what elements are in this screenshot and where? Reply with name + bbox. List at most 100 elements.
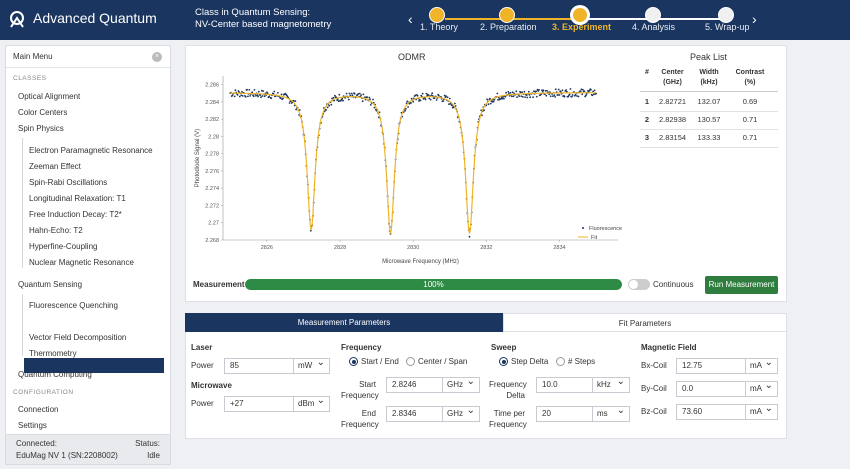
step-experiment[interactable]: 3. Experiment — [552, 22, 612, 32]
frequency-delta-input[interactable]: 10.0 — [536, 377, 593, 393]
bx-coil-unit[interactable]: mA — [745, 356, 778, 374]
data-point — [337, 100, 340, 103]
sidebar-item-optical[interactable]: Optical Alignment — [18, 92, 81, 101]
step-delta-radio[interactable] — [499, 357, 508, 366]
data-point — [468, 235, 471, 238]
step-experiment-icon[interactable] — [572, 7, 588, 23]
bz-coil-label: Bz-Coil — [641, 407, 667, 416]
data-point — [565, 90, 568, 93]
data-point — [557, 88, 560, 91]
x-axis-label: Microwave Frequency (MHz) — [382, 259, 459, 265]
laser-unit-select[interactable]: mW — [293, 356, 330, 374]
prev-step-icon[interactable]: ‹ — [408, 11, 413, 27]
start-frequency-input[interactable]: 2.8246 — [386, 377, 443, 393]
data-point — [368, 96, 371, 99]
start-end-label: Start / End — [361, 357, 399, 366]
microwave-power-input[interactable]: +27 — [224, 396, 294, 412]
data-point — [282, 97, 284, 100]
data-point — [486, 98, 488, 101]
sidebar-item-hyperfine[interactable]: Hyperfine-Coupling — [29, 242, 98, 251]
sidebar-item-epr[interactable]: Electron Paramagnetic Resonance — [29, 146, 153, 155]
sidebar-item-connection[interactable]: Connection — [18, 405, 59, 414]
data-point — [362, 93, 365, 96]
step-preparation-icon[interactable] — [499, 7, 515, 23]
data-point — [522, 96, 524, 98]
tab-measurement-parameters[interactable]: Measurement Parameters — [185, 313, 503, 332]
step-analysis-icon[interactable] — [645, 7, 661, 23]
sidebar-item-fid[interactable]: Free Induction Decay: T2* — [29, 210, 122, 219]
sidebar-item-thermometry[interactable]: Thermometry — [29, 349, 77, 358]
frequency-delta-unit[interactable]: kHz — [592, 375, 630, 393]
sidebar-item-vector[interactable]: Vector Field Decomposition — [29, 333, 127, 342]
y-axis-label: Photodiode Signal (V) — [195, 129, 201, 187]
data-point — [511, 95, 513, 98]
end-frequency-unit[interactable]: GHz — [442, 404, 480, 422]
data-point — [542, 89, 545, 92]
close-icon[interactable]: × — [152, 52, 162, 62]
sidebar-item-zeeman[interactable]: Zeeman Effect — [29, 162, 81, 171]
sidebar-item-odmr[interactable]: ODMR Magnetometry — [29, 317, 107, 326]
start-frequency-unit[interactable]: GHz — [442, 375, 480, 393]
end-frequency-label: End Frequency — [341, 409, 379, 429]
data-point — [535, 95, 538, 98]
sidebar-item-spin-physics[interactable]: Spin Physics — [18, 124, 64, 133]
sweep-title: Sweep — [491, 343, 517, 352]
by-coil-input[interactable]: 0.0 — [676, 381, 746, 397]
data-point — [358, 92, 361, 95]
data-point — [553, 94, 556, 96]
step-wrapup[interactable]: 5. Wrap-up — [705, 22, 750, 32]
data-point — [424, 98, 427, 101]
time-per-frequency-unit[interactable]: ms — [592, 404, 630, 422]
data-point — [511, 91, 514, 94]
tab-fit-parameters[interactable]: Fit Parameters — [503, 313, 787, 332]
sidebar-item-nmr[interactable]: Nuclear Magnetic Resonance — [29, 258, 134, 267]
sidebar-item-rabi[interactable]: Spin-Rabi Oscillations — [29, 178, 108, 187]
laser-power-input[interactable]: 85 — [224, 358, 294, 374]
peak-table-cell: 0.71 — [742, 115, 758, 124]
step-theory[interactable]: 1. Theory — [420, 22, 458, 32]
data-point — [527, 90, 530, 93]
sidebar-item-quantum-computing[interactable]: Quantum Computing — [18, 370, 92, 379]
microwave-unit-select[interactable]: dBm — [293, 394, 330, 412]
bz-coil-unit[interactable]: mA — [745, 402, 778, 420]
bz-coil-input[interactable]: 73.60 — [676, 404, 746, 420]
sidebar-item-hahn[interactable]: Hahn-Echo: T2 — [29, 226, 83, 235]
sidebar-item-color-centers[interactable]: Color Centers — [18, 108, 68, 117]
data-point — [238, 95, 241, 98]
data-point — [523, 90, 526, 93]
sidebar-header: Main Menu × — [6, 46, 170, 68]
run-measurement-button[interactable]: Run Measurement — [705, 276, 778, 294]
center-span-radio[interactable] — [406, 357, 415, 366]
bx-coil-input[interactable]: 12.75 — [676, 358, 746, 374]
start-end-radio[interactable] — [349, 357, 358, 366]
sidebar-item-quenching[interactable]: Fluorescence Quenching — [29, 301, 118, 310]
peak-table-cell: 132.07 — [697, 97, 721, 106]
by-coil-unit[interactable]: mA — [745, 379, 778, 397]
time-per-frequency-input[interactable]: 20 — [536, 406, 593, 422]
data-point — [593, 89, 596, 92]
continuous-label: Continuous — [653, 280, 694, 289]
data-point — [446, 96, 449, 99]
sidebar-item-t1[interactable]: Longitudinal Relaxation: T1 — [29, 194, 126, 203]
data-point — [581, 93, 584, 96]
continuous-toggle[interactable] — [628, 279, 650, 290]
sidebar-item-quantum-sensing[interactable]: Quantum Sensing — [18, 280, 83, 289]
chart-title: ODMR — [398, 52, 426, 62]
data-point — [241, 95, 244, 97]
num-steps-radio[interactable] — [556, 357, 565, 366]
step-wrapup-icon[interactable] — [718, 7, 734, 23]
data-point — [519, 91, 522, 94]
data-point — [448, 97, 451, 100]
data-point — [326, 106, 329, 109]
y-tick-label: 2.278 — [205, 152, 219, 158]
next-step-icon[interactable]: › — [752, 11, 757, 27]
data-point — [364, 96, 366, 99]
data-point — [437, 94, 440, 97]
end-frequency-input[interactable]: 2.8346 — [386, 406, 443, 422]
step-analysis[interactable]: 4. Analysis — [632, 22, 676, 32]
y-tick-label: 2.28 — [208, 134, 219, 140]
sidebar-item-settings[interactable]: Settings — [18, 421, 47, 430]
step-preparation[interactable]: 2. Preparation — [480, 22, 537, 32]
data-point — [272, 92, 275, 95]
step-theory-icon[interactable] — [429, 7, 445, 23]
